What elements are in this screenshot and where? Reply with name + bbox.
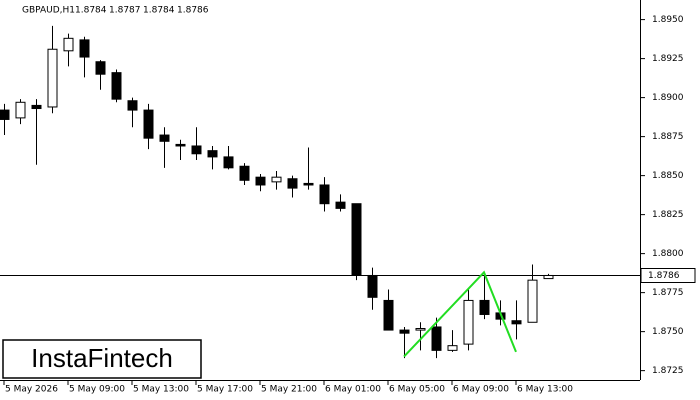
candle-body xyxy=(255,176,266,186)
candle-body xyxy=(239,165,250,181)
candle-body xyxy=(303,182,314,186)
candle-body xyxy=(79,39,90,58)
x-tick-label: 5 May 2026 xyxy=(5,385,58,395)
x-tick-label: 5 May 13:00 xyxy=(133,385,189,395)
y-tick-label: 1.8750 xyxy=(652,327,684,337)
candle-body xyxy=(367,274,378,298)
header-values: 1.8784 1.8787 1.8784 1.8786 xyxy=(75,6,209,16)
candle-body xyxy=(0,109,10,120)
candle-body xyxy=(447,345,458,351)
candle-body xyxy=(175,143,186,147)
candle-body xyxy=(463,299,474,345)
header-value: 1.8784 xyxy=(143,6,175,16)
y-tick-label: 1.8825 xyxy=(652,210,684,220)
candle-body xyxy=(63,37,74,52)
candle-body xyxy=(335,201,346,209)
candle-body xyxy=(47,48,58,108)
x-tick-label: 6 May 01:00 xyxy=(325,385,381,395)
candle-body xyxy=(399,329,410,334)
x-tick-label: 6 May 13:00 xyxy=(517,385,573,395)
y-tick-label: 1.8850 xyxy=(652,171,684,181)
candle-body xyxy=(319,184,330,205)
candle-body xyxy=(191,145,202,155)
logo-box xyxy=(2,339,202,379)
header-value: 1.8784 xyxy=(75,6,107,16)
candle-body xyxy=(351,203,362,276)
candle-body xyxy=(287,178,298,189)
symbol: GBPAUD,H1 xyxy=(22,6,75,16)
candle-body xyxy=(207,150,218,158)
candle-body xyxy=(143,109,154,139)
pattern-line xyxy=(403,270,517,358)
candle-body xyxy=(159,134,170,142)
x-tick-label: 5 May 17:00 xyxy=(197,385,253,395)
x-tick-label: 6 May 09:00 xyxy=(453,385,509,395)
y-tick-label: 1.8950 xyxy=(652,15,684,25)
y-tick-label: 1.8800 xyxy=(652,249,684,259)
candle-body xyxy=(527,279,538,323)
x-tick-label: 5 May 21:00 xyxy=(261,385,317,395)
x-tick-label: 5 May 09:00 xyxy=(69,385,125,395)
candle-body xyxy=(479,299,490,315)
y-tick-label: 1.8900 xyxy=(652,93,684,103)
candle-body xyxy=(15,101,26,119)
candle-body xyxy=(511,320,522,325)
candle-body xyxy=(271,176,282,183)
candle-body xyxy=(223,156,234,169)
candle-body xyxy=(31,104,42,110)
header-value: 1.8786 xyxy=(177,6,209,16)
last-price-box xyxy=(640,268,696,283)
y-tick-label: 1.8775 xyxy=(652,288,684,298)
candle-body xyxy=(111,72,122,100)
candle-body xyxy=(95,61,106,75)
logo: InstaFintech xyxy=(31,343,173,373)
candle-body xyxy=(415,328,426,331)
last-price-label: 1.8786 xyxy=(648,271,680,281)
candle-body xyxy=(431,326,442,351)
y-tick-label: 1.8925 xyxy=(652,54,684,64)
y-tick-label: 1.8725 xyxy=(652,366,684,376)
header-value: 1.8787 xyxy=(109,6,141,16)
y-tick-label: 1.8875 xyxy=(652,132,684,142)
x-tick-label: 6 May 05:00 xyxy=(389,385,445,395)
candle-body xyxy=(383,299,394,331)
candle-body xyxy=(127,100,138,111)
